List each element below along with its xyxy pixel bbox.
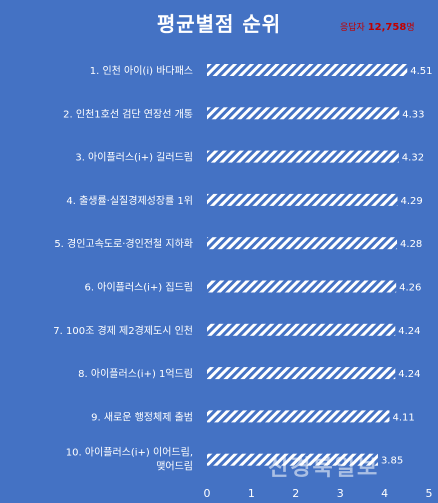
category-label: 8. 아이플러스(i+) 1억드림 bbox=[78, 368, 193, 380]
respondents-count: 12,758 bbox=[367, 22, 407, 33]
bar bbox=[207, 193, 398, 206]
bar bbox=[207, 367, 396, 380]
category-label: 10. 아이플러스(i+) 이어드림, 맺어드림 bbox=[66, 447, 193, 473]
value-label: 4.33 bbox=[402, 109, 424, 120]
value-label: 4.24 bbox=[398, 369, 420, 380]
bars-layer: 1. 인천 아이(i) 바다패스 4.51 2. 인천1호선 검단 연장선 개통 4.… bbox=[53, 64, 433, 500]
x-tick-label: 0 bbox=[204, 487, 211, 500]
x-tick-label: 5 bbox=[426, 487, 433, 500]
bar bbox=[207, 64, 408, 76]
bar bbox=[207, 453, 378, 466]
value-label: 4.32 bbox=[402, 153, 424, 164]
x-tick-label: 3 bbox=[337, 487, 344, 500]
respondents-suffix: 명 bbox=[406, 23, 415, 33]
respondents-prefix: 응답자 bbox=[340, 23, 365, 33]
value-label: 4.11 bbox=[392, 412, 414, 423]
x-tick-label: 1 bbox=[248, 487, 255, 500]
category-label: 7. 100조 경제 제2경제도시 인천 bbox=[53, 324, 193, 337]
watermark-logo: 신경북일보 bbox=[268, 456, 380, 481]
value-label: 4.51 bbox=[410, 66, 432, 77]
bar bbox=[207, 107, 400, 120]
bar bbox=[207, 237, 398, 250]
category-label: 5. 경인고속도로·경인전철 지하화 bbox=[54, 237, 193, 250]
value-label: 4.28 bbox=[400, 239, 422, 250]
bar bbox=[207, 323, 396, 336]
chart-title: 평균별점 순위 bbox=[156, 12, 282, 36]
category-label: 4. 출생률·실질경제성장률 1위 bbox=[66, 194, 193, 207]
value-label: 3.85 bbox=[381, 456, 403, 467]
value-label: 4.26 bbox=[399, 283, 421, 294]
x-tick-label: 4 bbox=[381, 487, 388, 500]
value-label: 4.24 bbox=[398, 326, 420, 337]
respondents-note: 응답자 12,758명 bbox=[340, 20, 415, 33]
category-label: 2. 인천1호선 검단 연장선 개통 bbox=[63, 108, 193, 120]
bar bbox=[207, 410, 390, 423]
bar bbox=[207, 280, 397, 293]
category-label: 9. 새로운 행정체제 출범 bbox=[91, 411, 193, 423]
category-label: 1. 인천 아이(i) 바다패스 bbox=[90, 65, 193, 77]
category-label: 3. 아이플러스(i+) 길러드림 bbox=[75, 151, 193, 164]
x-tick-label: 2 bbox=[292, 487, 299, 500]
bar bbox=[207, 150, 399, 163]
category-label: 6. 아이플러스(i+) 집드림 bbox=[85, 282, 193, 294]
value-label: 4.29 bbox=[400, 196, 422, 207]
